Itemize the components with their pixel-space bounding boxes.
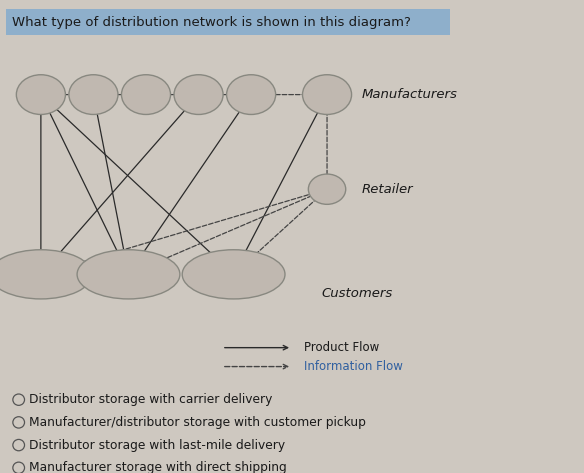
Text: Customers: Customers	[321, 287, 392, 300]
Ellipse shape	[227, 75, 276, 114]
Ellipse shape	[16, 75, 65, 114]
FancyArrowPatch shape	[131, 191, 323, 273]
FancyBboxPatch shape	[6, 9, 450, 35]
Ellipse shape	[0, 250, 92, 299]
FancyArrowPatch shape	[131, 97, 249, 271]
FancyArrowPatch shape	[325, 97, 329, 185]
Ellipse shape	[121, 75, 171, 114]
Ellipse shape	[69, 75, 118, 114]
FancyArrowPatch shape	[43, 96, 231, 272]
FancyArrowPatch shape	[225, 364, 288, 369]
FancyArrowPatch shape	[44, 190, 323, 273]
FancyArrowPatch shape	[42, 97, 127, 271]
Text: Manufacturer storage with direct shipping: Manufacturer storage with direct shippin…	[29, 461, 287, 473]
Text: Product Flow: Product Flow	[304, 341, 379, 354]
Text: What type of distribution network is shown in this diagram?: What type of distribution network is sho…	[12, 16, 411, 29]
Text: Manufacturers: Manufacturers	[362, 88, 458, 101]
Ellipse shape	[174, 75, 223, 114]
FancyArrowPatch shape	[44, 92, 323, 97]
Text: Distributor storage with last-mile delivery: Distributor storage with last-mile deliv…	[29, 438, 286, 452]
FancyArrowPatch shape	[225, 345, 288, 350]
Text: Manufacturer/distributor storage with customer pickup: Manufacturer/distributor storage with cu…	[29, 416, 366, 429]
Text: Retailer: Retailer	[362, 183, 413, 196]
Text: Information Flow: Information Flow	[304, 360, 402, 373]
FancyArrowPatch shape	[94, 97, 129, 270]
Ellipse shape	[308, 174, 346, 204]
FancyArrowPatch shape	[236, 192, 324, 272]
FancyArrowPatch shape	[235, 97, 326, 271]
Ellipse shape	[303, 75, 352, 114]
Ellipse shape	[182, 250, 285, 299]
Ellipse shape	[77, 250, 180, 299]
FancyArrowPatch shape	[39, 97, 43, 270]
FancyArrowPatch shape	[44, 96, 197, 271]
Text: Distributor storage with carrier delivery: Distributor storage with carrier deliver…	[29, 393, 273, 406]
